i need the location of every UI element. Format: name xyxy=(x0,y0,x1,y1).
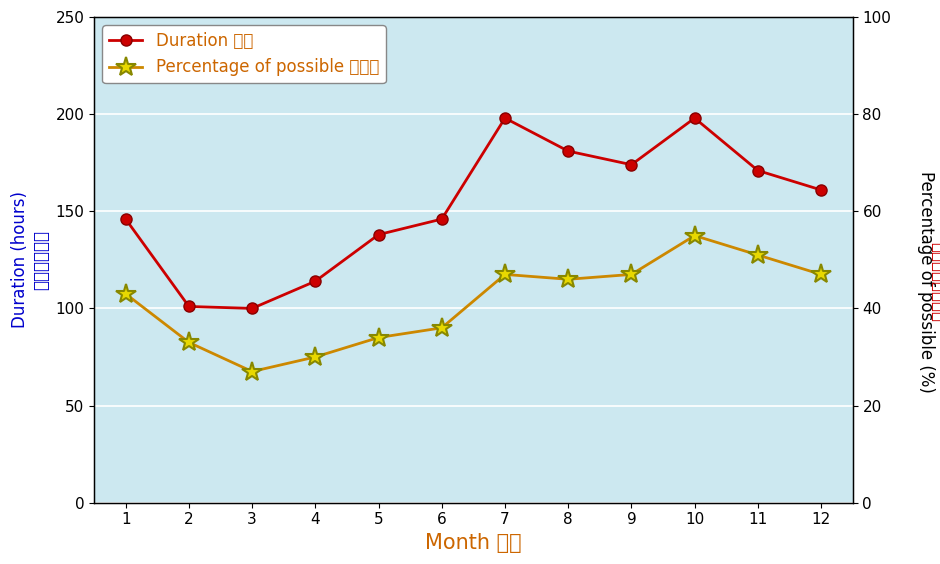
Percentage of possible 百分比 xyxy=(689,232,700,239)
Percentage of possible 百分比 xyxy=(815,271,826,278)
Percentage of possible 百分比 xyxy=(309,354,321,360)
Percentage of possible 百分比 xyxy=(562,276,573,283)
Duration 時間 xyxy=(309,278,321,285)
Line: Duration 時間: Duration 時間 xyxy=(120,113,826,314)
Duration 時間 xyxy=(689,114,700,121)
Duration 時間 xyxy=(183,303,195,310)
Percentage of possible 百分比 xyxy=(120,290,132,297)
Duration 時間 xyxy=(373,231,384,238)
Percentage of possible 百分比 xyxy=(499,271,510,278)
Percentage of possible 百分比 xyxy=(436,324,447,331)
Text: Percentage of possible (%): Percentage of possible (%) xyxy=(916,171,935,393)
Percentage of possible 百分比 xyxy=(752,252,763,258)
Percentage of possible 百分比 xyxy=(626,271,637,278)
Duration 時間 xyxy=(120,215,132,222)
Duration 時間 xyxy=(752,167,763,174)
Legend: Duration 時間, Percentage of possible 百分比: Duration 時間, Percentage of possible 百分比 xyxy=(102,25,385,83)
Duration 時間 xyxy=(246,305,258,312)
Duration 時間 xyxy=(562,148,573,155)
Duration 時間 xyxy=(815,187,826,193)
Text: 日照百分比（％）: 日照百分比（％） xyxy=(929,242,940,322)
X-axis label: Month 月份: Month 月份 xyxy=(425,533,522,553)
Percentage of possible 百分比 xyxy=(373,334,384,341)
Y-axis label: Duration (hours)
時間（小時）: Duration (hours) 時間（小時） xyxy=(11,191,50,328)
Duration 時間 xyxy=(436,215,447,222)
Line: Percentage of possible 百分比: Percentage of possible 百分比 xyxy=(116,225,832,382)
Percentage of possible 百分比 xyxy=(183,339,195,346)
Duration 時間 xyxy=(499,114,510,121)
Duration 時間 xyxy=(626,161,637,168)
Percentage of possible 百分比 xyxy=(246,368,258,375)
